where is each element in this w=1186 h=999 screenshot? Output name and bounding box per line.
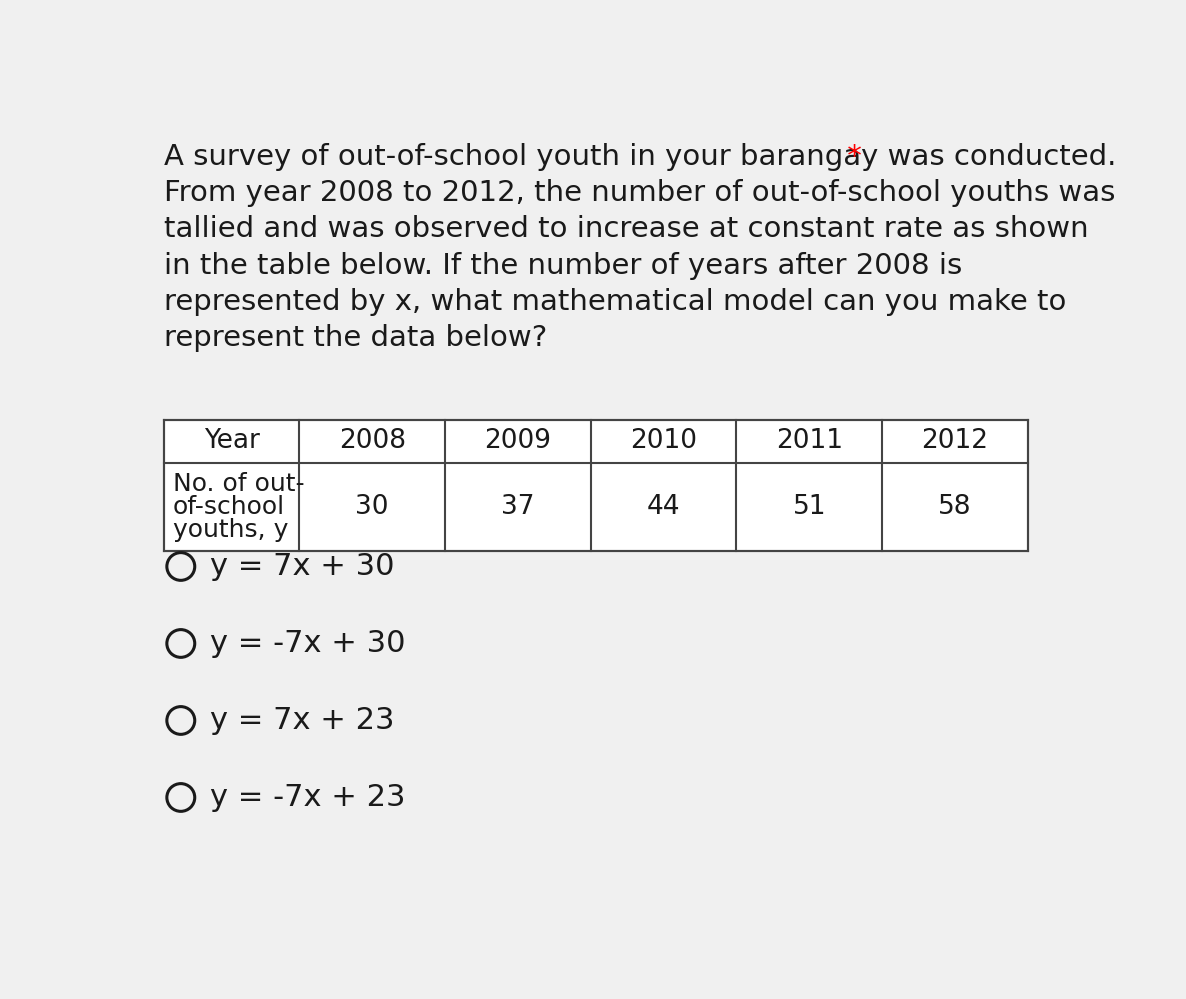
Text: represented by x, what mathematical model can you make to: represented by x, what mathematical mode… [164,288,1066,316]
Text: youths, y: youths, y [173,517,288,542]
Text: 30: 30 [356,494,389,519]
Bar [164,421,1028,551]
Text: No. of out-: No. of out- [173,472,305,496]
Text: y = 7x + 23: y = 7x + 23 [210,706,395,735]
Text: 2011: 2011 [776,429,843,455]
Text: y = 7x + 30: y = 7x + 30 [210,552,395,581]
Text: in the table below. If the number of years after 2008 is: in the table below. If the number of yea… [164,252,962,280]
Text: From year 2008 to 2012, the number of out-of-school youths was: From year 2008 to 2012, the number of ou… [164,179,1115,207]
Text: 58: 58 [938,494,971,519]
Text: *: * [839,143,862,171]
Text: 2010: 2010 [630,429,697,455]
Text: y = -7x + 23: y = -7x + 23 [210,783,406,812]
Text: Year: Year [204,429,260,455]
Text: A survey of out-of-school youth in your barangay was conducted.: A survey of out-of-school youth in your … [164,143,1116,171]
Text: 2012: 2012 [922,429,988,455]
Text: 51: 51 [792,494,827,519]
Text: 2008: 2008 [339,429,406,455]
Text: of-school: of-school [173,495,285,518]
Text: 2009: 2009 [484,429,551,455]
Text: tallied and was observed to increase at constant rate as shown: tallied and was observed to increase at … [164,216,1089,244]
Text: 44: 44 [646,494,681,519]
Text: y = -7x + 30: y = -7x + 30 [210,629,406,658]
Text: 37: 37 [502,494,535,519]
Text: represent the data below?: represent the data below? [164,324,547,352]
